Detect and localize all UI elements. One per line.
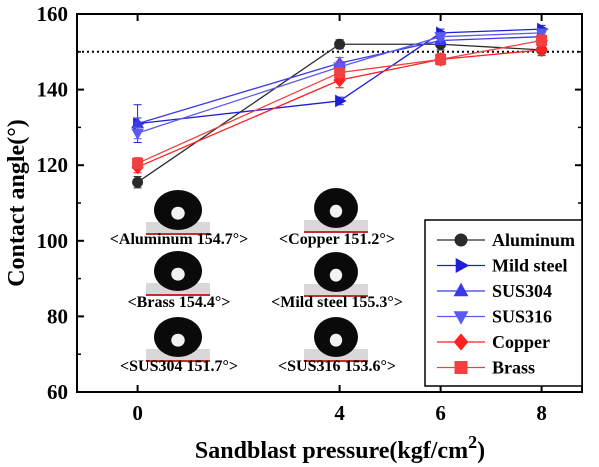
droplet-image <box>304 188 368 233</box>
legend-label-copper: Copper <box>492 332 550 352</box>
droplet-label: <Mild steel 155.3°> <box>271 294 403 311</box>
droplet-label: <Aluminum 154.7°> <box>110 231 248 248</box>
droplet-label: <Copper 151.2°> <box>279 231 395 248</box>
droplet-highlight <box>329 204 343 218</box>
droplet-image <box>304 252 368 297</box>
droplet-label: <Brass 154.4°> <box>128 294 231 311</box>
data-point-sus316 <box>434 32 447 44</box>
y-tick-label: 140 <box>37 78 69 102</box>
legend-label-mild-steel: Mild steel <box>492 256 567 276</box>
legend-marker-aluminum <box>454 233 468 247</box>
series-line-aluminum <box>137 43 542 183</box>
x-axis-title-close: ) <box>477 438 485 464</box>
droplet-image <box>146 190 210 235</box>
data-point-copper <box>535 42 548 58</box>
x-tick-label: 6 <box>435 401 446 425</box>
droplet-label: <SUS304 151.7°> <box>120 358 238 375</box>
y-axis-title: Contact angle(°) <box>4 119 30 287</box>
x-axis-title-superscript: 2 <box>468 432 477 452</box>
y-tick-label: 80 <box>47 304 68 328</box>
legend-label-brass: Brass <box>492 358 535 378</box>
legend-marker-brass <box>454 361 468 374</box>
data-point-aluminum <box>132 176 144 188</box>
x-tick-label: 8 <box>536 401 547 425</box>
droplet-highlight <box>329 333 343 347</box>
data-point-mild-steel <box>335 94 347 108</box>
series-line-mild-steel <box>137 28 542 125</box>
series-line-sus316 <box>137 32 542 134</box>
data-point-brass <box>334 67 346 79</box>
plot-frame <box>76 13 583 393</box>
data-point-aluminum <box>334 38 346 50</box>
x-tick-label: 4 <box>334 401 345 425</box>
droplet-image <box>146 251 210 296</box>
y-tick-label: 160 <box>37 2 69 26</box>
x-axis-title-main: Sandblast pressure(kgf/cm <box>195 438 468 464</box>
data-point-brass <box>132 157 144 169</box>
droplet-highlight <box>171 267 185 281</box>
y-tick-label: 60 <box>47 380 68 404</box>
droplet-image <box>146 317 210 362</box>
data-point-sus316 <box>535 28 548 40</box>
data-point-sus316 <box>131 128 144 141</box>
droplet-highlight <box>171 333 185 347</box>
legend-marker-sus316 <box>453 311 469 325</box>
series-line-brass <box>137 39 542 164</box>
droplet-label: <SUS316 153.6°> <box>278 358 396 375</box>
x-tick-label: 0 <box>132 401 143 425</box>
series-line-copper <box>137 49 542 168</box>
droplet-image <box>304 317 368 362</box>
legend-label-sus316: SUS316 <box>492 307 552 327</box>
data-point-brass <box>536 34 548 46</box>
legend-marker-copper <box>453 333 469 351</box>
legend-marker-sus304 <box>453 282 469 297</box>
y-tick-label: 120 <box>37 153 69 177</box>
droplet-highlight <box>329 268 343 282</box>
x-axis-title: Sandblast pressure(kgf/cm2) <box>195 432 485 464</box>
y-tick-label: 100 <box>37 229 69 253</box>
droplet-highlight <box>171 206 185 220</box>
legend-label-sus304: SUS304 <box>492 281 552 301</box>
legend-marker-mild-steel <box>455 258 470 273</box>
legend-box <box>424 219 583 387</box>
legend-label-aluminum: Aluminum <box>492 230 575 250</box>
data-point-brass <box>435 53 447 65</box>
